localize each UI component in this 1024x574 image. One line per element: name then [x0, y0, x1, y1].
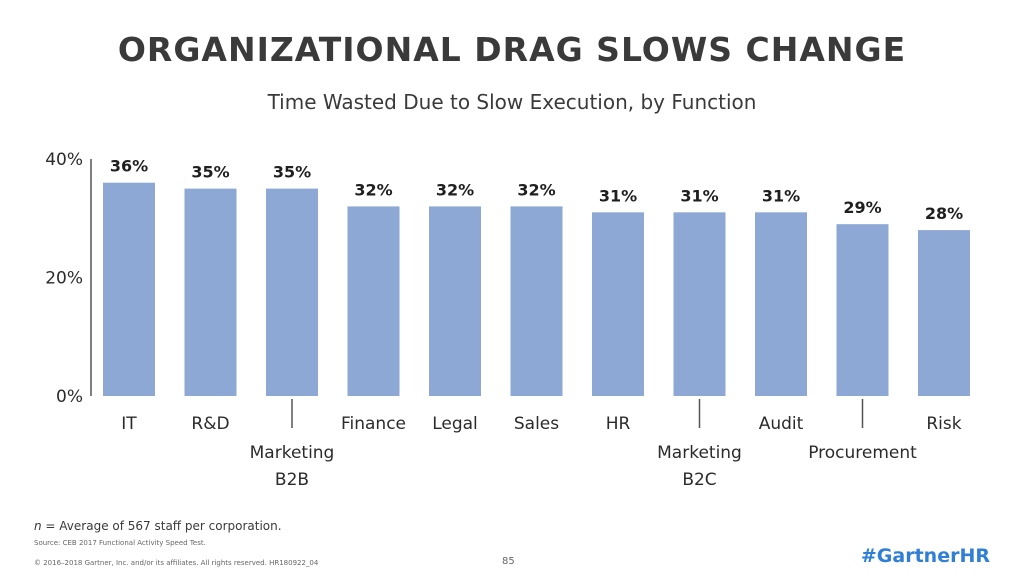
chart-subtitle: Time Wasted Due to Slow Execution, by Fu…: [267, 90, 757, 114]
source-note: Source: CEB 2017 Functional Activity Spe…: [34, 539, 206, 547]
data-label: 36%: [110, 157, 148, 176]
bar: [347, 206, 400, 396]
category-label: Sales: [514, 414, 559, 434]
category-label: Procurement: [808, 443, 917, 463]
bar: [510, 206, 563, 396]
data-label: 35%: [191, 163, 229, 182]
category-label: Marketing: [250, 443, 335, 463]
category-label: Legal: [432, 414, 478, 434]
copyright-note: © 2016–2018 Gartner, Inc. and/or its aff…: [34, 559, 319, 567]
data-label: 32%: [517, 180, 555, 199]
bar: [755, 212, 807, 396]
y-tick-label: 20%: [45, 269, 83, 289]
bar: [266, 188, 318, 396]
category-label: B2C: [682, 470, 716, 490]
data-label: 32%: [436, 180, 474, 199]
data-label: 31%: [599, 186, 637, 205]
category-label: Finance: [341, 414, 406, 434]
sample-size-note: n = Average of 567 staff per corporation…: [34, 519, 282, 533]
data-label: 31%: [680, 186, 718, 205]
category-label: IT: [121, 414, 137, 434]
category-label: B2B: [275, 470, 309, 490]
bar: [918, 230, 970, 396]
bar: [673, 212, 726, 396]
note-text: = Average of 567 staff per corporation.: [41, 519, 282, 533]
y-tick-label: 0%: [56, 387, 83, 407]
bar: [592, 212, 644, 396]
category-label: Risk: [926, 414, 961, 434]
category-label: HR: [606, 414, 631, 434]
data-label: 29%: [843, 198, 881, 217]
category-label: R&D: [191, 414, 229, 434]
bar: [184, 188, 237, 396]
bar: [103, 182, 155, 396]
page-number: 85: [502, 556, 515, 567]
data-label: 28%: [925, 204, 963, 223]
data-label: 32%: [354, 180, 392, 199]
category-label: Marketing: [657, 443, 742, 463]
y-tick-label: 40%: [45, 150, 83, 170]
chart-title: ORGANIZATIONAL DRAG SLOWS CHANGE: [117, 30, 907, 69]
data-label: 31%: [762, 186, 800, 205]
bar: [429, 206, 481, 396]
category-label: Audit: [759, 414, 804, 434]
bar: [836, 224, 889, 396]
note-n: n: [34, 519, 42, 533]
data-label: 35%: [273, 163, 311, 182]
hashtag[interactable]: #GartnerHR: [860, 545, 990, 567]
